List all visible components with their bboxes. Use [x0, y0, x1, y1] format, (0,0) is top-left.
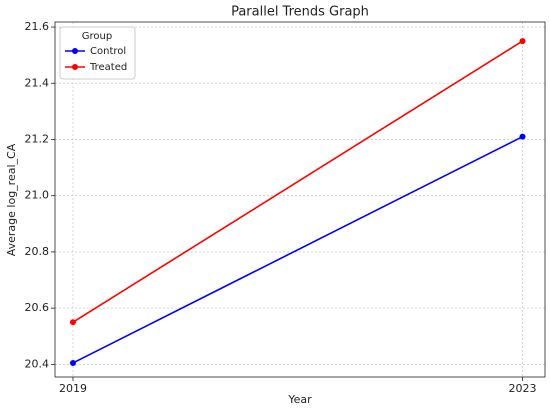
legend-title: Group — [82, 31, 112, 42]
series-line — [72, 40, 523, 323]
y-axis-label: Average log_real_CA — [5, 143, 18, 256]
y-tick-label: 20.6 — [25, 301, 50, 314]
legend-label: Treated — [89, 62, 127, 73]
data-point — [69, 359, 76, 366]
legend-marker — [72, 48, 78, 54]
x-axis-label: Year — [287, 393, 312, 406]
y-tick-label: 21.0 — [25, 189, 50, 202]
chart-title: Parallel Trends Graph — [231, 5, 369, 20]
y-tick-label: 21.2 — [25, 132, 50, 145]
legend-box — [59, 26, 136, 80]
x-tick-label: 2019 — [59, 382, 87, 395]
plot-frame — [54, 21, 546, 378]
legend-label: Control — [90, 46, 126, 57]
legend-marker — [72, 64, 78, 70]
y-tick-label: 20.4 — [25, 357, 50, 370]
y-tick-label: 21.4 — [25, 76, 50, 89]
y-tick-label: 20.8 — [25, 245, 50, 258]
x-tick-label: 2023 — [509, 382, 537, 395]
series-line — [72, 135, 523, 364]
y-tick-label: 21.6 — [25, 20, 50, 33]
data-point — [69, 319, 76, 326]
data-point — [519, 133, 526, 140]
legend: Group Control Treated — [59, 26, 136, 80]
data-point — [519, 38, 526, 45]
